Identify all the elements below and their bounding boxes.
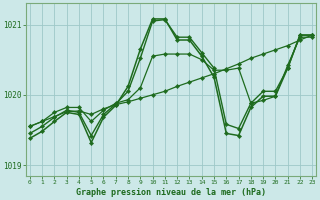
X-axis label: Graphe pression niveau de la mer (hPa): Graphe pression niveau de la mer (hPa) — [76, 188, 266, 197]
